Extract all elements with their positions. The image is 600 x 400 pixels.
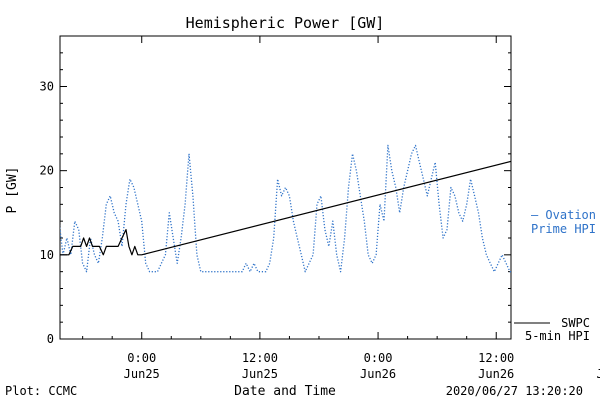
series-ovation-line [60, 144, 511, 273]
x-tick-date: Jun25 [242, 367, 278, 381]
y-axis-label: P [GW] [5, 167, 20, 214]
legend-ovation: — Ovation Prime HPI [531, 208, 596, 236]
x-tick-time: 12:00 [242, 351, 278, 365]
legend-swpc: SWPC 5-min HPI [514, 316, 590, 343]
y-tick-label: 10 [40, 248, 54, 262]
y-tick-label: 30 [40, 80, 54, 94]
plot-frame [59, 35, 512, 340]
chart-title: Hemispheric Power [GW] [186, 14, 385, 32]
series-layer [60, 144, 511, 273]
x-tick-time: 0:00 [127, 351, 156, 365]
footer-timestamp: 2020/06/27 13:20:20 [446, 384, 583, 398]
x-tick-date: Jun26 [360, 367, 396, 381]
footer-credit: Plot: CCMC [5, 384, 77, 398]
y-tick-label: 0 [47, 332, 54, 346]
legend-swpc-line2: 5-min HPI [525, 329, 590, 343]
legend-ovation-line2: Prime HPI [531, 222, 596, 236]
legend-swpc-line1: SWPC [561, 316, 590, 330]
series-swpc-line [60, 160, 511, 256]
legend-ovation-line1: — Ovation [531, 208, 596, 222]
x-tick-time: 0:00 [364, 351, 393, 365]
y-tick-label: 20 [40, 164, 54, 178]
y-axis-ticks: 0 10 20 30 [40, 35, 511, 346]
x-tick-time: 12:00 [478, 351, 514, 365]
x-axis-label: Date and Time [234, 384, 336, 399]
x-axis-ticks: 0:00Jun2512:00Jun250:00Jun2612:00Jun260:… [82, 36, 600, 381]
x-tick-date: Jun27 [596, 367, 600, 381]
x-tick-date: Jun25 [124, 367, 160, 381]
x-tick-date: Jun26 [478, 367, 514, 381]
